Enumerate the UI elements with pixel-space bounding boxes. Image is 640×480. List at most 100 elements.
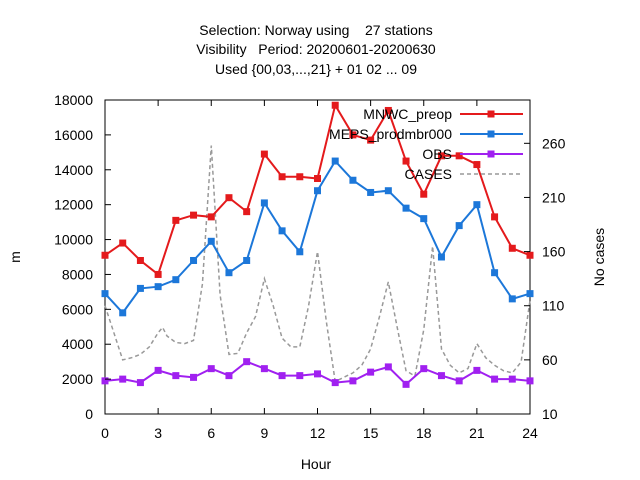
y-tick-label: 10000 — [54, 232, 93, 248]
data-point-mnwc-preop — [136, 256, 144, 264]
data-point-obs — [508, 375, 516, 383]
data-point-mnwc-preop — [101, 251, 109, 259]
data-point-meps-prodmbr000 — [402, 204, 410, 212]
data-point-mnwc-preop — [314, 175, 321, 182]
data-point-mnwc-preop — [349, 131, 357, 139]
y-tick-label: 14000 — [54, 162, 93, 178]
legend-label-meps-prodmbr000: MEPS_prodmbr000 — [329, 126, 452, 142]
data-point-obs — [154, 366, 162, 374]
legend-label-mnwc-preop: MNWC_preop — [363, 106, 452, 122]
series-line-meps-prodmbr000 — [104, 159, 531, 315]
data-point-mnwc-preop — [260, 150, 268, 158]
data-point-meps-prodmbr000 — [296, 248, 304, 256]
data-point-obs — [526, 377, 534, 385]
y-tick-label: 18000 — [54, 92, 93, 108]
data-point-obs — [101, 377, 109, 385]
y-tick-label: 0 — [85, 406, 93, 422]
data-point-mnwc-preop — [331, 101, 339, 109]
data-point-obs — [136, 379, 144, 387]
data-point-mnwc-preop — [455, 152, 463, 160]
x-axis-label: Hour — [301, 456, 332, 472]
data-point-meps-prodmbr000 — [349, 176, 357, 184]
data-point-mnwc-preop — [473, 161, 481, 169]
legend-marker-meps-prodmbr000 — [487, 130, 495, 138]
x-tick-label: 21 — [469, 425, 485, 441]
data-point-meps-prodmbr000 — [119, 309, 127, 317]
title-line-2: Visibility Period: 20200601-20200630 — [196, 41, 436, 57]
title-line-3: Used {00,03,...,21} + 01 02 ... 09 — [215, 61, 417, 77]
data-point-meps-prodmbr000 — [225, 269, 233, 277]
y2-tick-label: 160 — [542, 244, 566, 260]
data-point-mnwc-preop — [402, 157, 410, 165]
data-point-meps-prodmbr000 — [384, 187, 392, 195]
data-point-meps-prodmbr000 — [190, 256, 198, 264]
data-point-obs — [491, 375, 499, 383]
data-point-meps-prodmbr000 — [420, 215, 428, 223]
series-layer — [101, 101, 534, 388]
data-point-mnwc-preop — [508, 244, 516, 252]
x-tick-label: 24 — [522, 425, 538, 441]
y-axis-label: m — [7, 251, 23, 263]
data-point-obs — [190, 373, 198, 381]
data-point-meps-prodmbr000 — [154, 283, 162, 291]
data-point-mnwc-preop — [243, 208, 251, 216]
y-tick-label: 2000 — [62, 371, 93, 387]
data-point-mnwc-preop — [526, 251, 534, 259]
y2-axis-label: No cases — [591, 228, 607, 286]
x-tick-label: 9 — [260, 425, 268, 441]
x-tick-label: 3 — [154, 425, 162, 441]
data-point-obs — [367, 368, 375, 376]
y-tick-label: 12000 — [54, 197, 93, 213]
y2-tick-label: 60 — [542, 352, 558, 368]
data-point-mnwc-preop — [190, 211, 198, 219]
data-point-meps-prodmbr000 — [136, 284, 144, 292]
data-point-mnwc-preop — [207, 213, 215, 221]
y-tick-label: 6000 — [62, 301, 93, 317]
data-point-meps-prodmbr000 — [455, 222, 463, 230]
data-point-meps-prodmbr000 — [172, 276, 180, 284]
y2-tick-label: 10 — [542, 406, 558, 422]
data-point-obs — [225, 372, 233, 380]
data-point-obs — [207, 365, 215, 373]
data-point-obs — [119, 375, 127, 383]
y2-tick-label: 210 — [542, 189, 566, 205]
data-point-meps-prodmbr000 — [508, 295, 516, 303]
data-point-meps-prodmbr000 — [243, 256, 251, 264]
data-point-meps-prodmbr000 — [278, 227, 286, 235]
data-point-mnwc-preop — [278, 173, 286, 181]
data-point-mnwc-preop — [119, 239, 127, 247]
data-point-mnwc-preop — [437, 152, 445, 160]
x-tick-label: 6 — [207, 425, 215, 441]
data-point-meps-prodmbr000 — [314, 187, 321, 195]
data-point-obs — [260, 365, 268, 373]
data-point-mnwc-preop — [420, 190, 428, 198]
x-tick-label: 0 — [101, 425, 109, 441]
data-point-obs — [296, 372, 304, 380]
chart-title: Selection: Norway using 27 stations Visi… — [196, 22, 436, 77]
legend: MNWC_preop MEPS_prodmbr000 OBS CASES — [329, 106, 523, 182]
data-point-obs — [172, 372, 180, 380]
data-point-meps-prodmbr000 — [491, 269, 499, 277]
data-point-obs — [278, 372, 286, 380]
y2-tick-label: 110 — [542, 298, 565, 314]
data-point-mnwc-preop — [154, 270, 162, 278]
tick-layer: 0 3 6 9 12 15 18 21 24 0 2000 4000 6000 8000 10000 1200… — [54, 92, 566, 441]
data-point-obs — [314, 370, 321, 378]
y2-tick-label: 260 — [542, 135, 566, 151]
data-point-mnwc-preop — [384, 106, 392, 114]
y-tick-label: 4000 — [62, 336, 93, 352]
data-point-obs — [455, 377, 463, 385]
data-point-obs — [384, 363, 392, 371]
legend-label-obs: OBS — [422, 146, 452, 162]
data-point-obs — [331, 379, 339, 387]
title-line-1: Selection: Norway using 27 stations — [199, 22, 432, 38]
data-point-obs — [243, 358, 251, 366]
data-point-meps-prodmbr000 — [331, 157, 339, 165]
data-point-meps-prodmbr000 — [437, 253, 445, 261]
data-point-meps-prodmbr000 — [526, 290, 534, 298]
data-point-meps-prodmbr000 — [473, 201, 481, 209]
data-point-mnwc-preop — [296, 173, 304, 181]
data-point-obs — [473, 366, 481, 374]
data-point-obs — [420, 365, 428, 373]
